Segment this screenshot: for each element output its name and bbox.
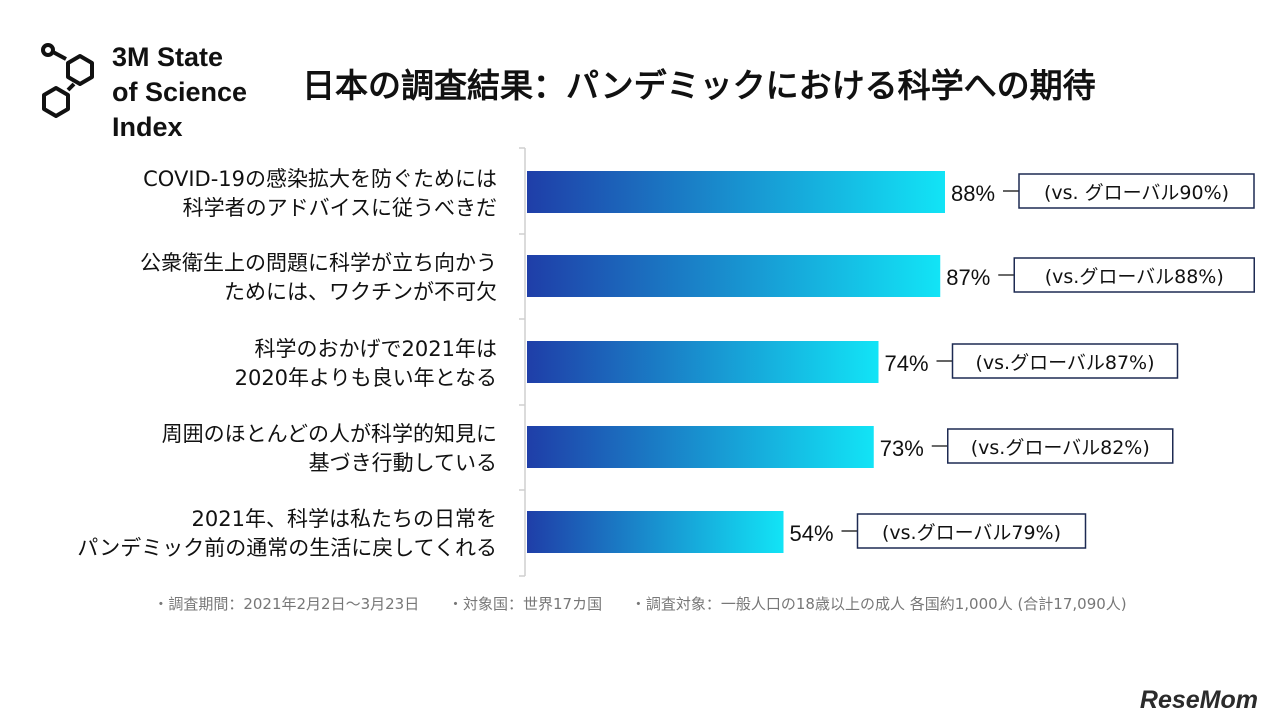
comparison-label: (vs.グローバル82%) [971, 437, 1150, 459]
category-label: 周囲のほとんどの人が科学的知見に [162, 422, 497, 446]
category-label: COVID-19の感染拡大を防ぐためには [143, 167, 497, 191]
category-label: 基づき行動している [309, 451, 497, 475]
category-label: ためには、ワクチンが不可欠 [224, 280, 497, 304]
logo-text: 3M State of Science Index [112, 40, 247, 145]
value-label: 88% [951, 181, 995, 206]
comparison-label: (vs.グローバル87%) [975, 352, 1154, 374]
category-label: 科学のおかげで2021年は [255, 337, 497, 361]
category-label: 公衆衛生上の問題に科学が立ち向かう [140, 251, 497, 275]
logo: 3M State of Science Index [36, 40, 276, 142]
value-label: 74% [885, 351, 929, 376]
brand-logo: ReseMom [1139, 686, 1258, 714]
comparison-box [947, 428, 1174, 464]
footnote-target: ・調査対象：一般人口の18歳以上の成人 各国約1,000人 (合計17,090人… [630, 595, 1127, 613]
value-label: 87% [946, 265, 990, 290]
comparison-label: (vs. グローバル90%) [1044, 182, 1229, 204]
footnote-countries: ・対象国：世界17カ国 [448, 595, 603, 613]
bar [527, 511, 784, 553]
category-label: 2021年、科学は私たちの日常を [192, 507, 497, 531]
value-label: 73% [880, 436, 924, 461]
logo-line: Index [112, 112, 183, 142]
survey-footnote: ・調査期間：2021年2月2日〜3月23日 ・対象国：世界17カ国 ・調査対象：… [0, 593, 1280, 614]
logo-line: of Science [112, 77, 248, 107]
footnote-period: ・調査期間：2021年2月2日〜3月23日 [153, 595, 420, 613]
bar [527, 255, 941, 297]
page-title: 日本の調査結果：パンデミックにおける科学への期待 [302, 66, 1096, 105]
comparison-box [951, 343, 1179, 379]
category-label: 科学者のアドバイスに従うべきだ [183, 196, 497, 220]
hexagon-molecule-icon [41, 43, 94, 118]
comparison-box [1018, 173, 1255, 209]
comparison-box [1013, 257, 1255, 293]
category-label: 2020年よりも良い年となる [235, 366, 497, 390]
comparison-label: (vs.グローバル79%) [882, 522, 1061, 544]
bar [527, 171, 945, 213]
category-label: パンデミック前の通常の生活に戻してくれる [77, 536, 497, 560]
logo-line: 3M State [112, 42, 224, 72]
bar [527, 426, 874, 468]
value-label: 54% [790, 521, 834, 546]
comparison-label: (vs.グローバル88%) [1045, 266, 1224, 288]
comparison-box [856, 513, 1087, 549]
bar [527, 341, 879, 383]
